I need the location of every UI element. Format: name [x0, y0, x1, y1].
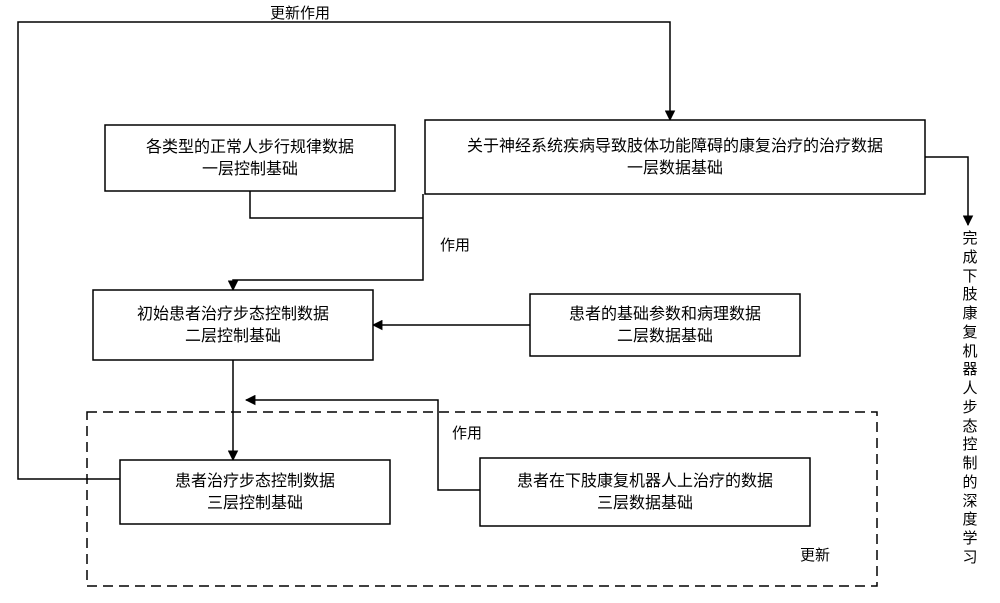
- node-n4-line1: 患者的基础参数和病理数据: [569, 305, 761, 323]
- edges: 更新作用 作用 作用: [18, 5, 968, 490]
- node-n2-line2: 一层数据基础: [627, 159, 723, 177]
- node-n3-line1: 初始患者治疗步态控制数据: [137, 305, 329, 323]
- node-n3: 初始患者治疗步态控制数据 二层控制基础: [93, 290, 373, 360]
- node-n5-line1: 患者治疗步态控制数据: [175, 472, 335, 490]
- edge-n2-down-label: 作用: [440, 237, 470, 254]
- right-vertical-text: 完成下肢康复机器人步态控制的深度学习: [961, 230, 979, 568]
- edge-update-loop: [18, 22, 670, 479]
- node-n4-line2: 二层数据基础: [617, 327, 713, 345]
- node-n6: 患者在下肢康复机器人上治疗的数据 三层数据基础: [480, 458, 810, 526]
- edge-n1-merge: [250, 191, 423, 218]
- node-n2-line1: 关于神经系统疾病导致肢体功能障碍的康复治疗的治疗数据: [467, 137, 883, 155]
- node-n1-line2: 一层控制基础: [202, 160, 298, 178]
- node-n5-line2: 三层控制基础: [207, 494, 303, 512]
- node-n5: 患者治疗步态控制数据 三层控制基础: [120, 460, 390, 524]
- node-n6-line2: 三层数据基础: [597, 494, 693, 512]
- node-n1: 各类型的正常人步行规律数据 一层控制基础: [105, 125, 395, 191]
- edge-n6-to-n5-label: 作用: [452, 425, 482, 442]
- edge-update-loop-label: 更新作用: [270, 5, 330, 22]
- node-n6-line1: 患者在下肢康复机器人上治疗的数据: [517, 472, 773, 490]
- node-n4: 患者的基础参数和病理数据 二层数据基础: [530, 294, 800, 356]
- edge-top-to-right: [925, 157, 968, 225]
- edge-n2-down: [233, 194, 423, 290]
- node-n3-line2: 二层控制基础: [185, 327, 281, 345]
- node-n1-line1: 各类型的正常人步行规律数据: [146, 138, 354, 156]
- node-n2: 关于神经系统疾病导致肢体功能障碍的康复治疗的治疗数据 一层数据基础: [425, 120, 925, 194]
- update-dashed-box-label: 更新: [800, 547, 830, 564]
